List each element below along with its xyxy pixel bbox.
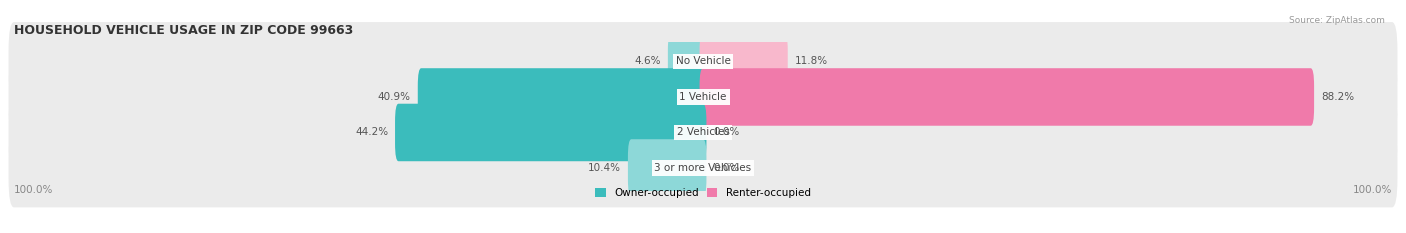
- Text: 3 or more Vehicles: 3 or more Vehicles: [654, 163, 752, 173]
- FancyBboxPatch shape: [700, 33, 787, 90]
- FancyBboxPatch shape: [395, 104, 706, 161]
- Text: 100.0%: 100.0%: [14, 185, 53, 195]
- FancyBboxPatch shape: [8, 129, 1398, 207]
- Text: 1 Vehicle: 1 Vehicle: [679, 92, 727, 102]
- FancyBboxPatch shape: [668, 33, 706, 90]
- FancyBboxPatch shape: [418, 68, 706, 126]
- Text: 11.8%: 11.8%: [794, 56, 828, 66]
- Text: 2 Vehicles: 2 Vehicles: [676, 127, 730, 137]
- Text: 40.9%: 40.9%: [378, 92, 411, 102]
- Text: Source: ZipAtlas.com: Source: ZipAtlas.com: [1289, 16, 1385, 25]
- FancyBboxPatch shape: [628, 139, 706, 197]
- FancyBboxPatch shape: [8, 93, 1398, 172]
- Legend: Owner-occupied, Renter-occupied: Owner-occupied, Renter-occupied: [595, 188, 811, 198]
- Text: No Vehicle: No Vehicle: [675, 56, 731, 66]
- Text: 0.0%: 0.0%: [713, 127, 740, 137]
- Text: 4.6%: 4.6%: [634, 56, 661, 66]
- Text: 0.0%: 0.0%: [713, 163, 740, 173]
- FancyBboxPatch shape: [8, 58, 1398, 136]
- FancyBboxPatch shape: [700, 68, 1315, 126]
- Text: 10.4%: 10.4%: [588, 163, 621, 173]
- FancyBboxPatch shape: [8, 22, 1398, 101]
- Text: 100.0%: 100.0%: [1353, 185, 1392, 195]
- Text: HOUSEHOLD VEHICLE USAGE IN ZIP CODE 99663: HOUSEHOLD VEHICLE USAGE IN ZIP CODE 9966…: [14, 24, 353, 37]
- Text: 44.2%: 44.2%: [356, 127, 388, 137]
- Text: 88.2%: 88.2%: [1322, 92, 1354, 102]
